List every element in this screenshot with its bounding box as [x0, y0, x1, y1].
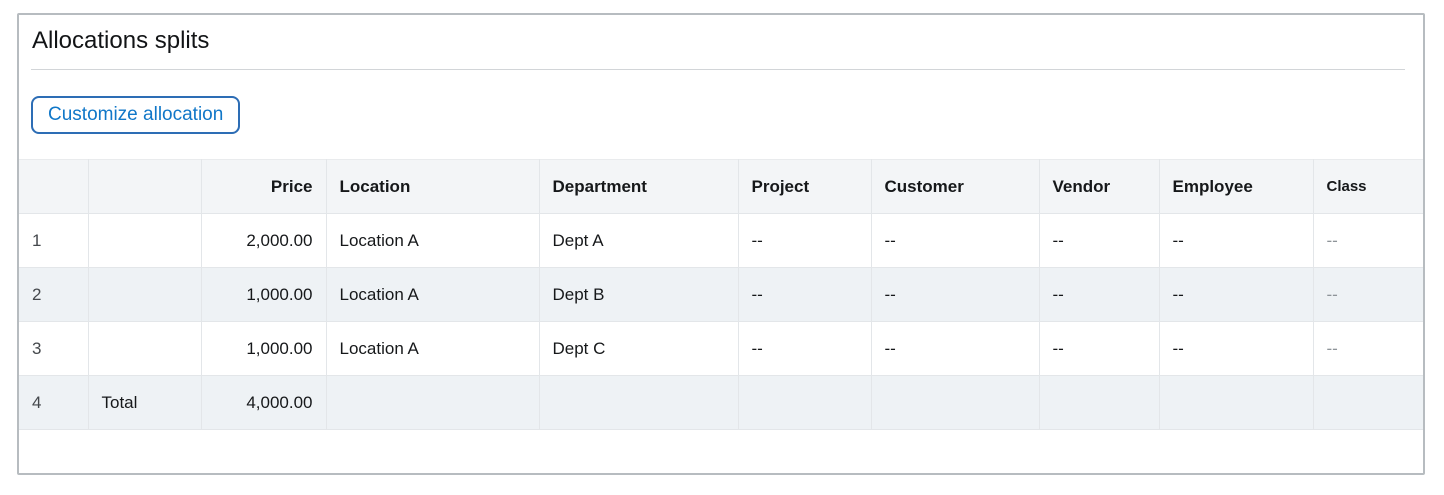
cell-department: Dept B [539, 267, 739, 322]
cell-project: -- [738, 213, 872, 268]
cell-price: 1,000.00 [201, 321, 327, 376]
column-header-label [88, 159, 202, 214]
cell-location [326, 375, 540, 430]
customize-allocation-button[interactable]: Customize allocation [31, 96, 241, 134]
table-row-3: 3 1,000.00 Location A Dept C -- -- -- -- -- [19, 321, 1423, 376]
cell-label: Total [88, 375, 202, 430]
cell-department [539, 375, 739, 430]
cell-project: -- [738, 321, 872, 376]
cell-label [88, 213, 202, 268]
cell-price: 4,000.00 [201, 375, 327, 430]
cell-vendor [1039, 375, 1160, 430]
cell-customer: -- [871, 267, 1040, 322]
cell-row_num: 3 [19, 321, 89, 376]
cell-location: Location A [326, 321, 540, 376]
cell-location: Location A [326, 213, 540, 268]
cell-label [88, 267, 202, 322]
cell-customer: -- [871, 213, 1040, 268]
column-header-price: Price [201, 159, 327, 214]
column-header-class: Class [1313, 159, 1423, 214]
table-row-4: 4 Total 4,000.00 [19, 375, 1423, 430]
cell-customer [871, 375, 1040, 430]
cell-price: 1,000.00 [201, 267, 327, 322]
page-title: Allocations splits [32, 27, 210, 54]
column-header-location: Location [326, 159, 540, 214]
cell-row_num: 2 [19, 267, 89, 322]
column-header-project: Project [738, 159, 872, 214]
cell-class: -- [1313, 213, 1423, 268]
table-header-row: Price Location Department Project Customer Ve… [19, 159, 1423, 214]
cell-label [88, 321, 202, 376]
column-header-row_num [19, 159, 89, 214]
table-row-2: 2 1,000.00 Location A Dept B -- -- -- -- -- [19, 267, 1423, 322]
table-header: Price Location Department Project Customer Ve… [19, 159, 1423, 214]
allocations-panel: Allocations splits Customize allocation … [17, 13, 1425, 475]
cell-class: -- [1313, 321, 1423, 376]
cell-row_num: 4 [19, 375, 89, 430]
cell-row_num: 1 [19, 213, 89, 268]
cell-location: Location A [326, 267, 540, 322]
column-header-department: Department [539, 159, 739, 214]
cell-vendor: -- [1039, 213, 1160, 268]
cell-project: -- [738, 267, 872, 322]
cell-class [1313, 375, 1423, 430]
table-body: 1 2,000.00 Location A Dept A -- -- -- -- -- 2 1,00… [19, 213, 1423, 430]
cell-vendor: -- [1039, 321, 1160, 376]
allocations-table: Price Location Department Project Customer Ve… [19, 159, 1423, 430]
title-divider [31, 69, 1405, 70]
cell-employee: -- [1159, 213, 1314, 268]
cell-customer: -- [871, 321, 1040, 376]
cell-vendor: -- [1039, 267, 1160, 322]
cell-department: Dept C [539, 321, 739, 376]
cell-employee: -- [1159, 267, 1314, 322]
table-row-1: 1 2,000.00 Location A Dept A -- -- -- -- -- [19, 213, 1423, 268]
column-header-vendor: Vendor [1039, 159, 1160, 214]
column-header-employee: Employee [1159, 159, 1314, 214]
cell-project [738, 375, 872, 430]
cell-price: 2,000.00 [201, 213, 327, 268]
cell-employee: -- [1159, 321, 1314, 376]
column-header-customer: Customer [871, 159, 1040, 214]
cell-class: -- [1313, 267, 1423, 322]
cell-department: Dept A [539, 213, 739, 268]
cell-employee [1159, 375, 1314, 430]
